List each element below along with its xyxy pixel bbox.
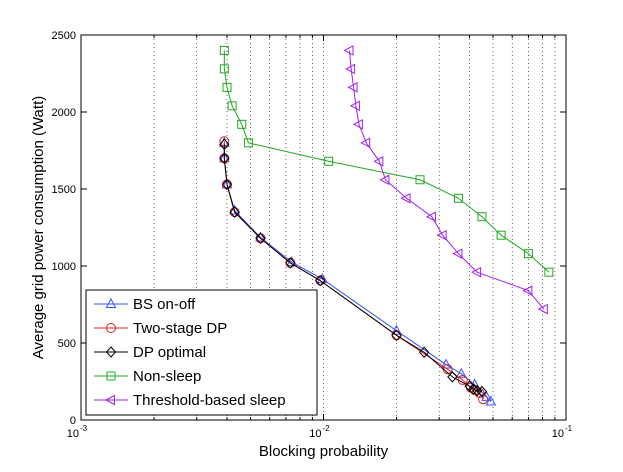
- data-point: [243, 138, 253, 148]
- y-tick-label: 2000: [52, 107, 76, 119]
- data-point: [476, 385, 488, 398]
- x-tick-label: 10 -2: [309, 424, 330, 440]
- data-point: [219, 64, 229, 74]
- legend-label: Threshold-based sleep: [133, 392, 286, 409]
- legend-item-bs-on-off: BS on-off: [94, 296, 196, 313]
- x-tick-base: 10: [552, 428, 564, 440]
- data-point: [222, 82, 232, 92]
- data-point: [219, 45, 229, 55]
- data-point: [345, 63, 356, 75]
- data-point: [229, 206, 240, 218]
- data-point: [523, 249, 533, 259]
- legend-item-two-stage-dp: Two-stage DP: [94, 320, 227, 337]
- legend-item-threshold-based-sleep: Threshold-based sleep: [94, 392, 286, 409]
- data-point: [347, 82, 358, 93]
- legend-label: Non-sleep: [133, 368, 201, 385]
- series-line: [223, 144, 482, 393]
- data-point: [415, 175, 425, 185]
- data-point: [352, 118, 363, 130]
- x-tick-base: 10: [309, 428, 321, 440]
- legend-label: BS on-off: [133, 296, 196, 313]
- data-point: [219, 152, 230, 164]
- data-point: [425, 211, 436, 223]
- data-point: [481, 390, 492, 401]
- x-tick-label: 10 -3: [67, 424, 88, 440]
- data-point: [237, 119, 247, 129]
- data-point: [477, 212, 487, 222]
- data-point: [373, 155, 384, 167]
- data-point: [447, 371, 458, 383]
- legend-marker: [104, 394, 115, 406]
- data-point: [436, 229, 447, 241]
- plot-series: [219, 45, 554, 406]
- data-point: [227, 101, 237, 111]
- data-point: [537, 303, 548, 315]
- data-point: [452, 248, 463, 260]
- legend-label: DP optimal: [133, 344, 206, 361]
- series-threshold-based-sleep: [343, 45, 548, 315]
- data-point: [379, 174, 390, 186]
- y-tick-label: 1000: [52, 261, 76, 273]
- data-point: [349, 100, 360, 112]
- y-tick-label: 1500: [52, 184, 76, 196]
- series-line: [349, 50, 545, 310]
- data-point: [391, 329, 402, 342]
- legend-item-non-sleep: Non-sleep: [94, 368, 201, 385]
- data-point: [455, 367, 467, 378]
- data-point: [468, 383, 479, 395]
- y-axis-label: Average grid power consumption (Watt): [30, 96, 47, 359]
- legend-marker: [106, 371, 116, 381]
- data-point: [360, 137, 371, 149]
- legend-marker: [105, 297, 117, 308]
- x-tick-exponent: -1: [565, 424, 573, 433]
- x-tick-exponent: -2: [323, 424, 331, 433]
- data-point: [391, 324, 402, 335]
- data-point: [471, 266, 482, 278]
- grid: [153, 35, 556, 420]
- y-tick-label: 0: [70, 415, 76, 427]
- legend-label: Two-stage DP: [133, 320, 227, 337]
- data-point: [418, 346, 430, 358]
- x-axis-label: Blocking probability: [259, 443, 389, 460]
- y-tick-label: 500: [58, 338, 76, 350]
- data-point: [221, 178, 233, 189]
- data-point: [453, 193, 463, 203]
- legend: BS on-off Two-stage DP DP optimal Non-sleep…: [85, 289, 318, 416]
- series-line: [223, 50, 550, 273]
- legend-marker: [105, 346, 117, 358]
- data-point: [285, 257, 296, 269]
- series-non-sleep: [219, 45, 554, 277]
- data-point: [343, 45, 354, 56]
- data-point: [221, 178, 233, 191]
- data-point: [219, 138, 230, 151]
- legend-marker: [106, 323, 116, 333]
- data-point: [255, 231, 266, 242]
- x-tick-label: 10 -1: [552, 424, 573, 440]
- data-point: [315, 274, 326, 287]
- x-tick-base: 10: [67, 428, 79, 440]
- data-point: [255, 232, 266, 245]
- data-point: [496, 230, 506, 240]
- data-point: [400, 192, 411, 204]
- data-point: [485, 395, 497, 406]
- x-tick-exponent: -3: [80, 424, 88, 433]
- data-point: [544, 267, 554, 277]
- y-tick-label: 2500: [52, 30, 76, 42]
- data-point: [324, 156, 334, 166]
- series-dp-optimal: [219, 138, 488, 398]
- data-point: [522, 285, 533, 296]
- legend-item-dp-optimal: DP optimal: [94, 344, 206, 361]
